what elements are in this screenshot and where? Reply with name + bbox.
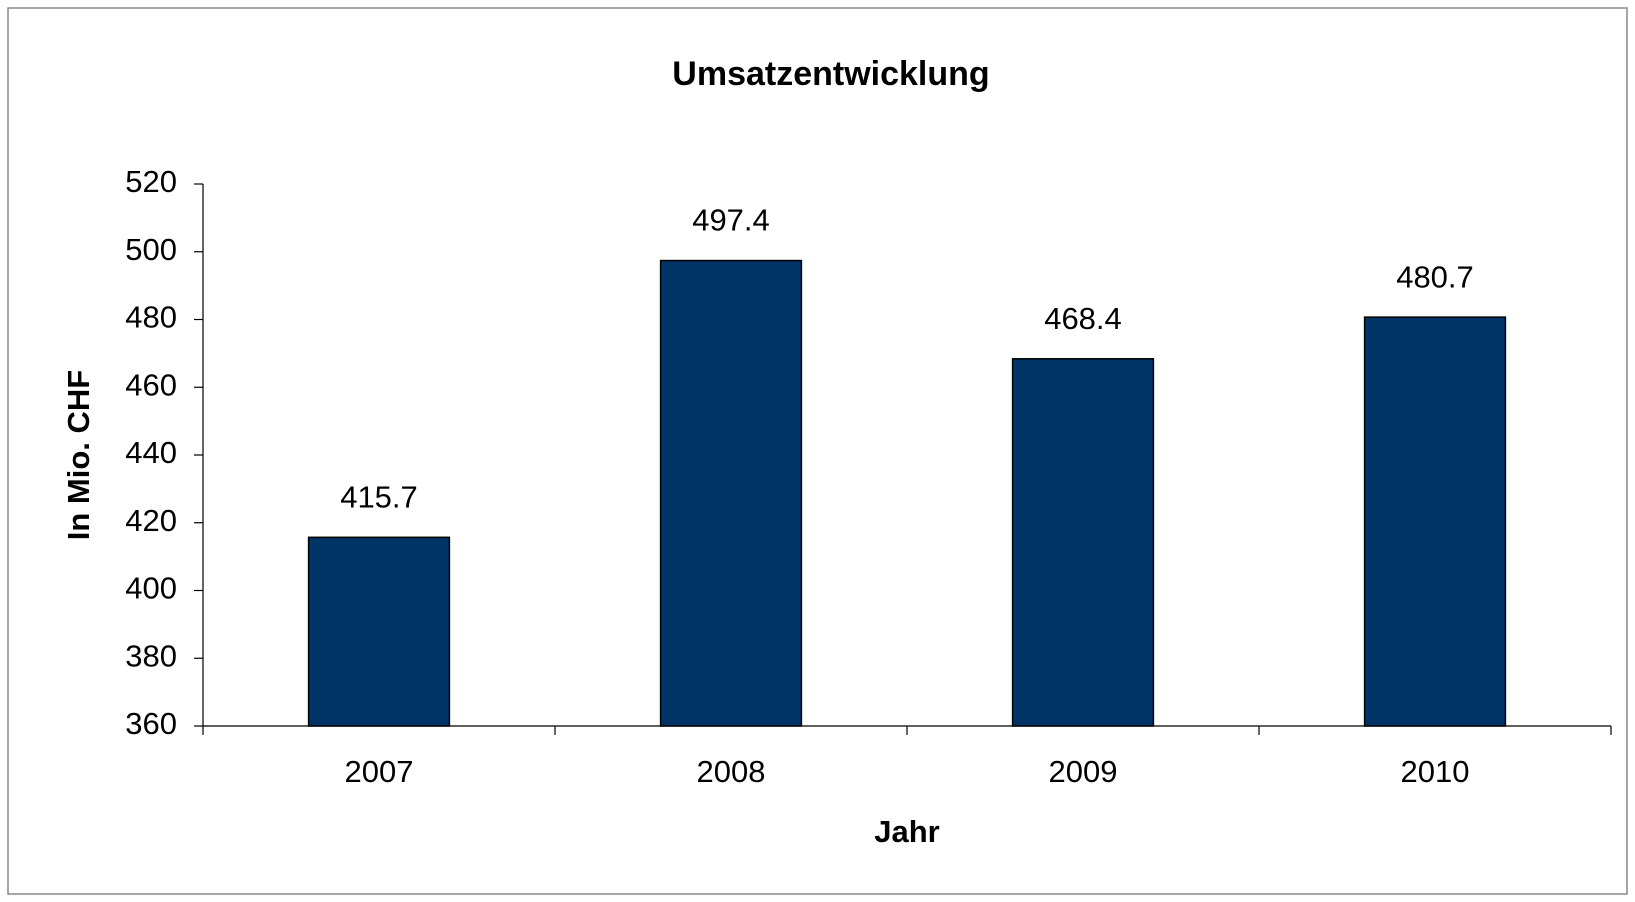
data-label: 468.4 [1044,301,1122,336]
chart-title: Umsatzentwicklung [672,55,989,93]
x-tick-label: 2009 [1049,754,1118,789]
y-tick-label: 400 [125,571,177,606]
x-axis-label: Jahr [874,814,939,849]
y-tick-label: 480 [125,300,177,335]
y-tick-label: 460 [125,367,177,402]
y-tick-label: 420 [125,503,177,538]
y-tick-label: 520 [125,164,177,199]
data-label: 415.7 [340,480,418,515]
bar [659,259,803,727]
bar [1363,316,1507,727]
x-tick-label: 2007 [345,754,414,789]
y-tick-label: 500 [125,232,177,267]
chart-border [7,7,1628,895]
y-tick-label: 380 [125,638,177,673]
y-axis-label: In Mio. CHF [61,370,96,540]
bar [1011,358,1155,727]
x-tick-label: 2010 [1401,754,1470,789]
y-tick-label: 440 [125,435,177,470]
data-label: 480.7 [1396,259,1474,294]
y-tick-label: 360 [125,706,177,741]
data-label: 497.4 [692,203,770,238]
bar [307,536,451,727]
x-tick-label: 2008 [697,754,766,789]
